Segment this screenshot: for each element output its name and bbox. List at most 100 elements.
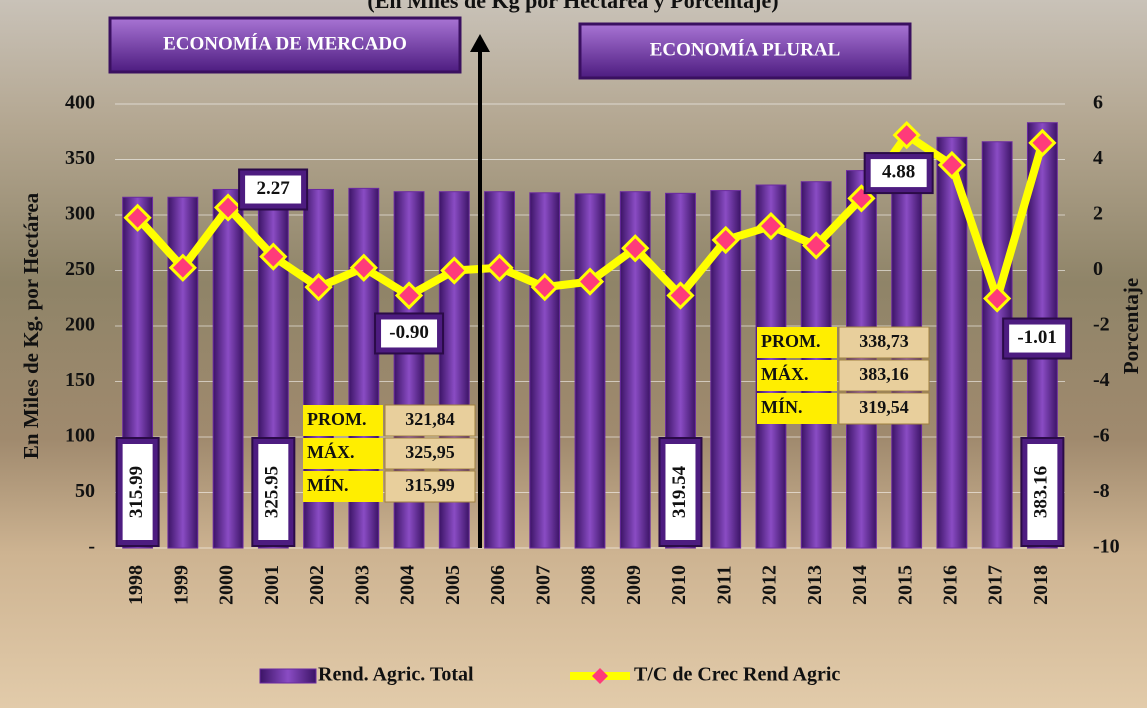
data-label-inner [258, 444, 289, 540]
stat-value: 325,95 [405, 442, 455, 462]
y-axis-title: En Miles de Kg. por Hectárea [19, 192, 43, 459]
data-label-inner [665, 444, 696, 540]
data-label: 2.27 [256, 178, 290, 199]
x-tick-label: 2004 [397, 565, 419, 605]
stat-key: MÍN. [761, 396, 803, 417]
line-marker [304, 273, 333, 302]
x-tick-label: 1999 [170, 565, 192, 605]
y2-tick-label: -10 [1093, 536, 1120, 558]
line-marker [168, 253, 197, 282]
stat-value: 338,73 [859, 331, 909, 351]
line-marker [575, 267, 605, 296]
data-label-inner [870, 159, 927, 188]
line-marker [440, 256, 469, 285]
bar [574, 193, 606, 549]
data-label: -1.01 [1017, 327, 1057, 348]
y2-tick-label: 6 [1093, 92, 1103, 114]
x-tick-label: 2000 [216, 565, 238, 605]
y2-tick-label: 0 [1093, 258, 1103, 280]
stat-value-box [384, 404, 476, 437]
stat-value-box [838, 359, 930, 392]
panel-title: ECONOMÍA DE MERCADO [163, 32, 407, 54]
data-label-inner [1027, 444, 1058, 540]
data-label: 319.54 [669, 465, 690, 518]
bar [529, 192, 561, 549]
x-tick-label: 2003 [351, 565, 373, 605]
bar [846, 170, 877, 549]
line-marker [802, 231, 831, 260]
line-marker [666, 281, 695, 310]
data-label-inner [122, 444, 153, 540]
line-marker [213, 193, 243, 222]
y-tick-label: 50 [75, 480, 95, 502]
line-marker [621, 234, 650, 263]
x-tick-label: 2007 [532, 565, 554, 605]
stat-value: 319,54 [859, 397, 909, 417]
panel-title: ECONOMÍA PLURAL [650, 38, 841, 60]
data-label-inner [381, 319, 438, 348]
x-tick-label: 2013 [804, 565, 826, 605]
stat-value-box [384, 470, 476, 503]
divider-arrow-head [470, 34, 490, 52]
line-marker [1028, 128, 1057, 157]
stat-key-box [303, 471, 383, 502]
chart-title: (En Miles de Kg por Hectárea y Porcentaj… [367, 0, 778, 13]
y-tick-label: 150 [65, 369, 95, 391]
stat-key: PROM. [307, 409, 366, 429]
stat-value: 315,99 [405, 475, 455, 495]
x-tick-label: 2014 [849, 565, 871, 605]
line-marker [530, 273, 559, 302]
x-tick-label: 2001 [261, 565, 283, 605]
line-marker [983, 284, 1012, 313]
y-tick-label: - [88, 536, 95, 558]
stat-key-box [757, 393, 837, 424]
stat-key: MÁX. [761, 363, 809, 384]
panel-title-box: ECONOMÍA DE MERCADO ECONOMÍA PLURAL [108, 16, 912, 80]
data-label: 383.16 [1031, 466, 1052, 518]
x-tick-label: 2008 [578, 565, 600, 605]
line-marker [756, 211, 786, 241]
line-marker [485, 253, 514, 282]
stat-key: MÍN. [307, 474, 349, 495]
x-tick-label: 2011 [713, 566, 735, 605]
x-tick-label: 2005 [442, 565, 464, 605]
stat-key-box [757, 360, 837, 391]
x-tick-label: 1998 [125, 565, 147, 605]
x-tick-label: 2018 [1030, 565, 1052, 605]
bar [212, 188, 244, 549]
line-marker [847, 184, 876, 213]
x-tick-label: 2016 [939, 565, 961, 605]
x-tick-label: 2010 [668, 565, 690, 605]
data-label: -0.90 [389, 322, 429, 343]
y2-tick-label: -8 [1093, 480, 1110, 502]
legend-swatch [259, 668, 317, 684]
y2-tick-label: -6 [1093, 425, 1110, 447]
x-tick-label: 2012 [759, 565, 781, 605]
line-marker [711, 225, 740, 255]
y2-tick-label: 2 [1093, 203, 1103, 225]
stat-key-box [303, 438, 383, 469]
line-marker [394, 281, 424, 310]
line-marker [937, 150, 967, 180]
stat-key: MÁX. [307, 441, 355, 462]
stat-value: 321,84 [405, 409, 455, 429]
data-label-inner [245, 175, 302, 204]
y-tick-label: 250 [65, 258, 95, 280]
legend-label: Rend. Agric. Total [318, 664, 474, 686]
panel-box [578, 22, 912, 80]
bar [484, 191, 515, 549]
panel-box [108, 16, 462, 74]
line-marker [892, 120, 921, 150]
stat-key-box [303, 405, 383, 436]
stat-value-box [838, 392, 930, 425]
y-tick-label: 300 [65, 203, 95, 225]
y2-axis-title: Porcentaje [1119, 278, 1143, 374]
stat-value-box [384, 437, 476, 470]
y-tick-label: 100 [65, 425, 95, 447]
x-tick-label: 2017 [985, 565, 1007, 605]
line-marker [123, 203, 152, 232]
data-label: 315.99 [126, 466, 147, 518]
y2-tick-label: -2 [1093, 314, 1110, 336]
stat-value-box [838, 326, 930, 359]
